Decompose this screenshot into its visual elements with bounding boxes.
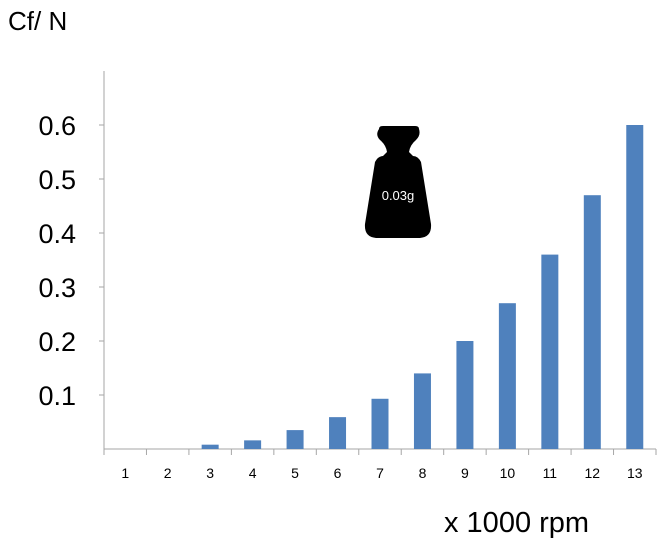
y-tick-label: 0.1 (38, 381, 76, 411)
x-tick-label: 1 (121, 465, 129, 481)
y-tick-label: 0.6 (38, 111, 76, 141)
x-tick-label: 3 (206, 465, 214, 481)
bar-3 (201, 444, 219, 449)
x-axis-label: x 1000 rpm (444, 507, 589, 539)
bar-5 (286, 430, 304, 449)
bar-13 (626, 125, 644, 449)
bar-6 (329, 417, 347, 449)
x-tick-label: 12 (585, 465, 601, 481)
x-tick-label: 6 (334, 465, 342, 481)
weight-icon: 0.03g (364, 126, 432, 238)
x-tick-marks (103, 449, 657, 455)
bars-group (201, 125, 644, 449)
y-tick-label: 0.3 (38, 273, 76, 303)
bar-9 (456, 341, 474, 449)
bar-8 (413, 373, 431, 449)
bar-4 (244, 440, 262, 449)
weight-label: 0.03g (382, 188, 415, 203)
x-tick-label: 9 (461, 465, 469, 481)
bar-12 (583, 195, 601, 449)
y-axis-label: Cf/ N (8, 6, 67, 36)
x-tick-label: 7 (376, 465, 384, 481)
x-tick-labels: 1 2 3 4 5 6 7 8 9 10 11 12 13 (121, 465, 642, 481)
x-tick-label: 4 (249, 465, 257, 481)
y-tick-labels: 0.1 0.2 0.3 0.4 0.5 0.6 (38, 111, 76, 411)
bar-11 (541, 254, 559, 449)
y-tick-label: 0.2 (38, 327, 76, 357)
x-tick-label: 10 (500, 465, 516, 481)
bar-10 (498, 303, 516, 449)
x-tick-label: 11 (543, 465, 558, 481)
x-tick-label: 8 (419, 465, 427, 481)
x-tick-label: 5 (291, 465, 299, 481)
y-tick-label: 0.4 (38, 219, 76, 249)
x-tick-label: 2 (164, 465, 172, 481)
x-tick-label: 13 (627, 465, 643, 481)
bar-7 (371, 398, 389, 449)
y-tick-marks (99, 124, 104, 396)
y-tick-label: 0.5 (38, 165, 76, 195)
